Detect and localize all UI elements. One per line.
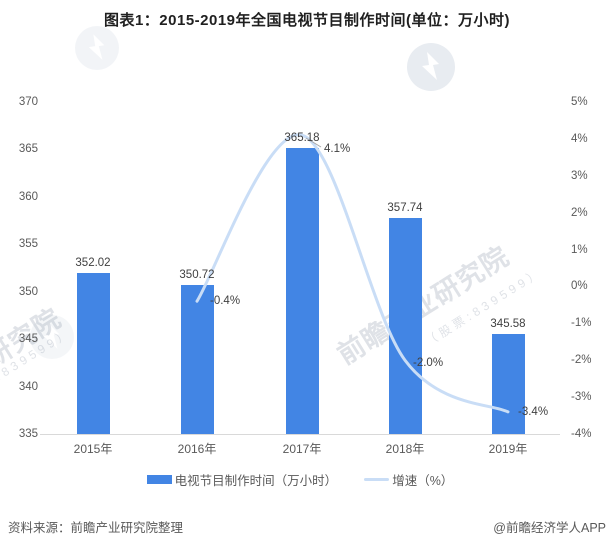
secondary-axis-tick-label: 3% [571, 169, 588, 182]
y-axis-tick-label: 370 [18, 96, 38, 108]
bar-2016年 [180, 284, 214, 434]
line-series-swatch [364, 478, 390, 481]
secondary-axis-tick-label: 5% [571, 96, 588, 108]
chart-title: 图表1：2015-2019年全国电视节目制作时间(单位：万小时) [103, 12, 511, 29]
y-axis-tick-label: 350 [18, 285, 38, 298]
y-axis-tick-label: 365 [18, 143, 38, 156]
x-axis-line [40, 434, 560, 435]
secondary-axis-tick-label: -4% [571, 428, 592, 440]
x-axis-label: 2016年 [177, 442, 217, 456]
legend-label: 增速（%） [392, 474, 454, 488]
bar-series-swatch [146, 475, 172, 484]
legend-item-line-series: 增速（%） [364, 470, 453, 489]
brand-watermark-text: 前瞻产业研究院 [0, 302, 67, 433]
growth-rate-label: -2.0% [413, 357, 444, 370]
bar-2017年 [285, 147, 319, 434]
bar-value-label: 357.74 [387, 202, 423, 215]
y-axis-tick-label: 335 [18, 428, 38, 440]
y-axis-tick-label: 355 [18, 238, 38, 251]
bar-2015年 [76, 272, 110, 434]
legend-label: 电视节目制作时间（万小时） [174, 474, 338, 488]
y-axis-tick-label: 340 [18, 380, 38, 393]
secondary-axis-tick-label: -2% [571, 354, 592, 367]
growth-rate-label: -0.4% [210, 295, 241, 308]
bar-2019年 [491, 333, 525, 434]
chart-footer: 资料来源：前瞻产业研究院整理 @前瞻经济学人APP [0, 517, 614, 536]
x-axis-label: 2017年 [282, 442, 322, 456]
bar-2018年 [388, 218, 422, 434]
bar-value-label: 345.58 [490, 317, 526, 330]
qianzhan-logo-watermark [407, 43, 455, 91]
secondary-axis-tick-label: -3% [571, 391, 592, 404]
secondary-axis-tick-label: 0% [571, 280, 588, 293]
bar-value-label: 352.02 [75, 256, 111, 269]
growth-rate-label: 4.1% [324, 143, 351, 156]
secondary-axis-tick-label: 1% [571, 243, 588, 256]
y-axis-tick-label: 360 [18, 190, 38, 203]
secondary-axis-tick-label: 2% [571, 206, 588, 219]
legend-item-bar-series: 电视节目制作时间（万小时） [146, 470, 338, 489]
x-axis-label: 2018年 [385, 442, 425, 456]
credit-text: @前瞻经济学人APP [493, 521, 606, 535]
x-axis-label: 2019年 [488, 442, 528, 456]
bar-value-label: 350.72 [179, 268, 215, 281]
secondary-axis-tick-label: 4% [571, 132, 588, 145]
chart-legend: 电视节目制作时间（万小时） 增速（%） [0, 470, 600, 489]
y-axis-tick-label: 345 [18, 333, 38, 346]
secondary-axis-tick-label: -1% [571, 317, 592, 330]
data-source-text: 资料来源：前瞻产业研究院整理 [8, 521, 184, 535]
x-axis-label: 2015年 [73, 442, 113, 456]
growth-rate-label: -3.4% [518, 405, 549, 418]
brand-watermark-stock: （股票:839599） [422, 265, 546, 349]
qianzhan-logo-watermark [75, 26, 119, 70]
brand-watermark-text: 前瞻产业研究院 [332, 240, 515, 371]
